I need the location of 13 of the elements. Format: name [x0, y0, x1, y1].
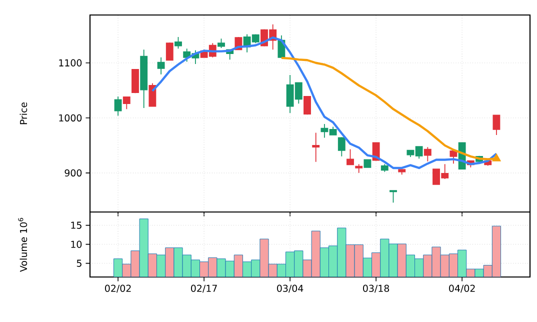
y-tick-label: 15 [71, 222, 82, 229]
x-tick-label: 02/02 [105, 284, 131, 293]
y-tick-label: 10 [71, 240, 82, 248]
y-tick-label: 900 [64, 169, 82, 177]
y-axis-title: Price [20, 102, 28, 124]
x-tick-label: 04/02 [449, 284, 475, 293]
x-tick-label: 03/04 [277, 284, 304, 293]
x-tick-label: 03/18 [363, 284, 390, 293]
y-tick-label: 1000 [59, 114, 82, 122]
y-tick-label: 1100 [59, 59, 82, 66]
y-axis-title: Volume 10$^{6}$ [18, 218, 28, 272]
y-tick-label: 5 [76, 260, 82, 267]
x-tick-label: 02/17 [191, 284, 217, 293]
